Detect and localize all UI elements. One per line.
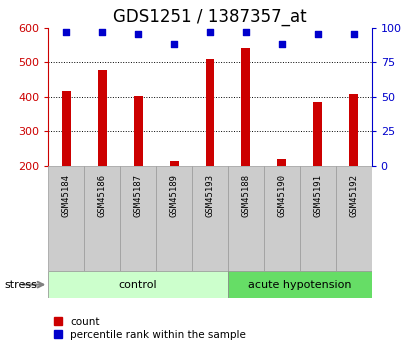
Bar bbox=[228, 271, 372, 298]
Bar bbox=[48, 271, 228, 298]
Point bbox=[350, 32, 357, 37]
Legend: count, percentile rank within the sample: count, percentile rank within the sample bbox=[53, 317, 246, 340]
Bar bbox=[192, 166, 228, 271]
Bar bbox=[264, 166, 300, 271]
Text: acute hypotension: acute hypotension bbox=[248, 280, 352, 289]
Bar bbox=[241, 48, 250, 166]
Bar bbox=[228, 166, 264, 271]
Bar bbox=[349, 94, 358, 166]
Text: GSM45188: GSM45188 bbox=[241, 174, 250, 217]
Bar bbox=[84, 166, 120, 271]
Bar bbox=[62, 91, 71, 166]
Text: GSM45184: GSM45184 bbox=[62, 174, 71, 217]
Text: GSM45189: GSM45189 bbox=[170, 174, 178, 217]
Point bbox=[135, 32, 142, 37]
Point bbox=[278, 41, 285, 47]
Point bbox=[315, 32, 321, 37]
Point bbox=[63, 29, 70, 34]
Bar bbox=[300, 166, 336, 271]
Bar bbox=[205, 59, 215, 166]
Bar bbox=[170, 161, 178, 166]
Point bbox=[99, 29, 105, 34]
Point bbox=[207, 29, 213, 34]
Point bbox=[171, 41, 177, 47]
Text: GSM45187: GSM45187 bbox=[134, 174, 143, 217]
Text: GSM45191: GSM45191 bbox=[313, 174, 322, 217]
Bar bbox=[98, 70, 107, 166]
Bar bbox=[277, 159, 286, 166]
Text: GSM45190: GSM45190 bbox=[277, 174, 286, 217]
Bar bbox=[120, 166, 156, 271]
Text: GSM45193: GSM45193 bbox=[205, 174, 215, 217]
Bar bbox=[156, 166, 192, 271]
Point bbox=[243, 29, 249, 34]
Text: control: control bbox=[119, 280, 158, 289]
Title: GDS1251 / 1387357_at: GDS1251 / 1387357_at bbox=[113, 8, 307, 26]
Text: stress: stress bbox=[4, 280, 37, 289]
Text: GSM45192: GSM45192 bbox=[349, 174, 358, 217]
Bar bbox=[134, 96, 143, 166]
Bar bbox=[313, 102, 322, 166]
Bar bbox=[336, 166, 372, 271]
Bar bbox=[48, 166, 84, 271]
Text: GSM45186: GSM45186 bbox=[98, 174, 107, 217]
